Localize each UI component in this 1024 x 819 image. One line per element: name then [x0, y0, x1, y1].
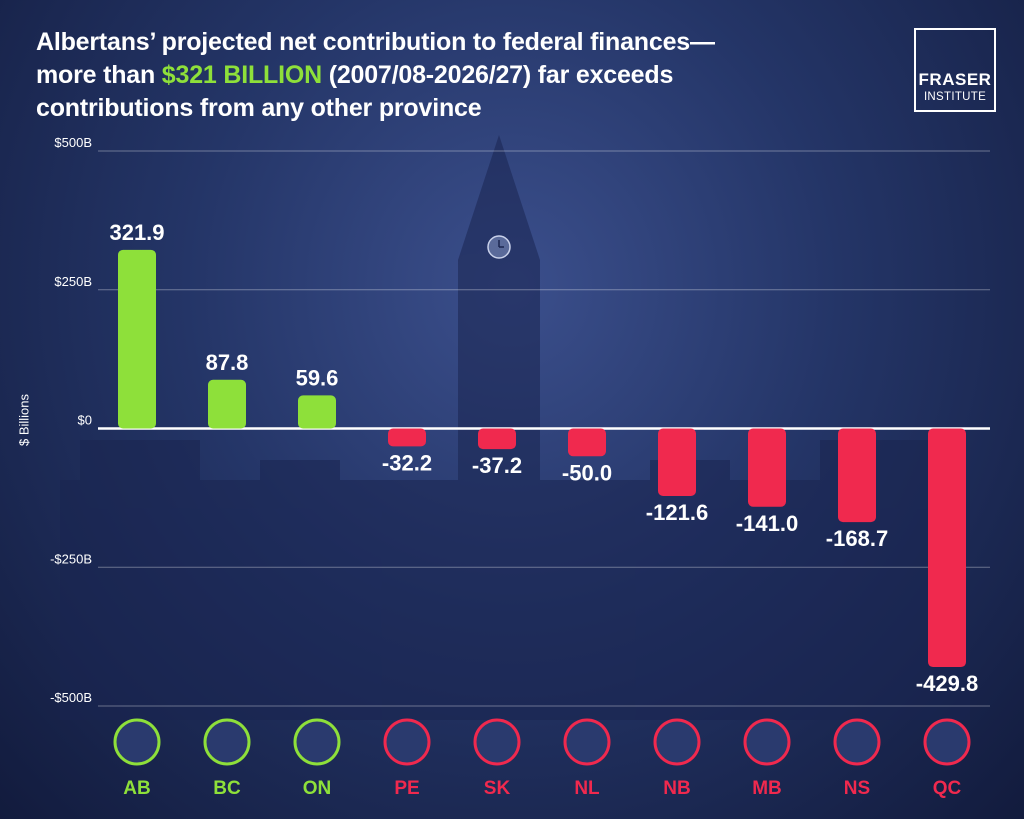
category-label-sk: SK — [484, 778, 511, 799]
flag-sk-icon — [473, 718, 521, 766]
data-label-qc: -429.8 — [916, 671, 978, 696]
flag-nb-icon — [653, 718, 701, 766]
category-label-bc: BC — [213, 778, 241, 799]
category-label-mb: MB — [752, 778, 782, 799]
data-label-nb: -121.6 — [646, 500, 708, 525]
data-label-ns: -168.7 — [826, 526, 888, 551]
category-label-qc: QC — [933, 778, 962, 799]
flag-on-icon — [293, 718, 341, 766]
flag-bc-icon — [203, 718, 251, 766]
data-label-ab: 321.9 — [109, 220, 164, 245]
title-highlight: $321 BILLION — [161, 61, 322, 89]
data-label-on: 59.6 — [296, 365, 339, 390]
fraser-institute-logo: FRASER INSTITUTE — [914, 28, 996, 112]
data-label-sk: -37.2 — [472, 453, 522, 478]
title-line-2: more than $321 BILLION (2007/08-2026/27)… — [36, 59, 836, 92]
flag-ab-icon — [113, 718, 161, 766]
flag-pe-icon — [383, 718, 431, 766]
y-tick-label-2: $0 — [78, 413, 92, 428]
data-label-nl: -50.0 — [562, 460, 612, 485]
flag-mb-icon — [743, 718, 791, 766]
title-line-2-post: (2007/08-2026/27) far exceeds — [321, 61, 674, 89]
y-tick-label-0: $500B — [54, 135, 92, 150]
y-tick-label-3: -$250B — [50, 551, 92, 566]
bar-nb — [658, 428, 696, 496]
flag-nl-icon — [563, 718, 611, 766]
category-label-pe: PE — [394, 778, 419, 799]
parliament-silhouette — [60, 135, 970, 720]
bar-bc — [208, 379, 246, 429]
y-tick-label-4: -$500B — [50, 690, 92, 705]
bar-pe — [388, 428, 426, 447]
logo-line-2: INSTITUTE — [923, 91, 987, 103]
y-tick-label-1: $250B — [54, 274, 92, 289]
data-label-bc: 87.8 — [206, 350, 249, 375]
category-label-ns: NS — [844, 778, 870, 799]
bar-sk — [478, 428, 516, 450]
bar-nl — [568, 428, 606, 457]
title-line-1: Albertans’ projected net contribution to… — [36, 28, 715, 56]
title-line-2-pre: more than — [36, 61, 162, 89]
category-label-on: ON — [303, 778, 332, 799]
category-label-nl: NL — [574, 778, 600, 799]
data-label-pe: -32.2 — [382, 450, 432, 475]
bar-qc — [928, 428, 966, 668]
bar-ns — [838, 428, 876, 523]
flag-qc-icon — [923, 718, 971, 766]
title-line-3: contributions from any other province — [36, 94, 482, 122]
bar-mb — [748, 428, 786, 507]
category-label-nb: NB — [663, 778, 690, 799]
bar-on — [298, 395, 336, 429]
chart-title: Albertans’ projected net contribution to… — [36, 26, 836, 125]
bar-ab — [118, 249, 156, 429]
category-label-ab: AB — [123, 778, 150, 799]
flag-ns-icon — [833, 718, 881, 766]
logo-line-1: FRASER — [918, 70, 992, 89]
data-label-mb: -141.0 — [736, 511, 798, 536]
clock-icon — [487, 235, 511, 259]
